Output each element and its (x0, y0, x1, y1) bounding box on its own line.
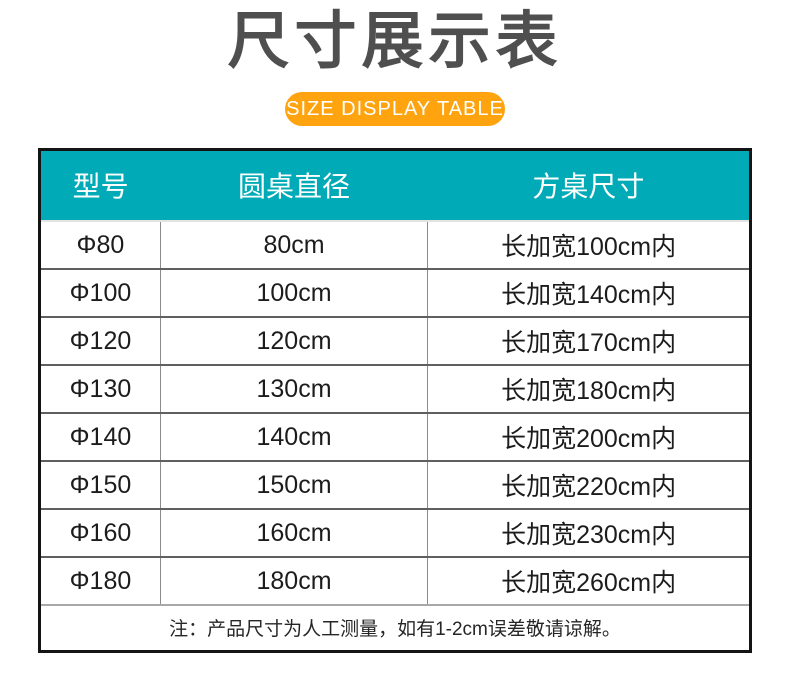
page-title: 尺寸展示表 (227, 7, 563, 76)
size-table-body: Φ80 80cm 长加宽100cm内 Φ100 100cm 长加宽140cm内 … (39, 220, 751, 652)
cell-square: 长加宽200cm内 (427, 412, 751, 462)
cell-model: Φ80 (39, 220, 161, 270)
note-row: 注：产品尺寸为人工测量，如有1-2cm误差敬请谅解。 (39, 604, 751, 652)
cell-square: 长加宽230cm内 (427, 508, 751, 558)
cell-square: 长加宽180cm内 (427, 364, 751, 414)
table-row: Φ80 80cm 长加宽100cm内 (39, 220, 751, 270)
cell-square: 长加宽170cm内 (427, 316, 751, 366)
cell-model: Φ100 (39, 268, 161, 318)
cell-diameter: 140cm (159, 412, 428, 462)
cell-model: Φ130 (39, 364, 161, 414)
table-row: Φ180 180cm 长加宽260cm内 (39, 556, 751, 606)
table-row: Φ120 120cm 长加宽170cm内 (39, 316, 751, 366)
table-row: Φ130 130cm 长加宽180cm内 (39, 364, 751, 414)
cell-model: Φ140 (39, 412, 161, 462)
cell-square: 长加宽220cm内 (427, 460, 751, 510)
subtitle-badge: SIZE DISPLAY TABLE (285, 91, 505, 126)
size-table-header: 型号 圆桌直径 方桌尺寸 (39, 149, 751, 223)
cell-square: 长加宽140cm内 (427, 268, 751, 318)
cell-diameter: 130cm (159, 364, 428, 414)
cell-square: 长加宽260cm内 (427, 556, 751, 606)
header-row: 型号 圆桌直径 方桌尺寸 (39, 149, 751, 223)
cell-diameter: 150cm (159, 460, 428, 510)
header-cell-square-size: 方桌尺寸 (427, 149, 751, 223)
header-cell-model: 型号 (39, 149, 161, 223)
table-row: Φ140 140cm 长加宽200cm内 (39, 412, 751, 462)
cell-square: 长加宽100cm内 (427, 220, 751, 270)
table-row: Φ150 150cm 长加宽220cm内 (39, 460, 751, 510)
cell-diameter: 120cm (159, 316, 428, 366)
cell-diameter: 180cm (159, 556, 428, 606)
cell-model: Φ150 (39, 460, 161, 510)
cell-diameter: 100cm (159, 268, 428, 318)
cell-model: Φ160 (39, 508, 161, 558)
cell-model: Φ180 (39, 556, 161, 606)
table-row: Φ160 160cm 长加宽230cm内 (39, 508, 751, 558)
cell-diameter: 80cm (159, 220, 428, 270)
header-cell-round-diameter: 圆桌直径 (160, 149, 428, 223)
cell-model: Φ120 (39, 316, 161, 366)
measurement-note: 注：产品尺寸为人工测量，如有1-2cm误差敬请谅解。 (39, 604, 751, 652)
size-table: 型号 圆桌直径 方桌尺寸 Φ80 80cm 长加宽100cm内 Φ100 100… (38, 147, 752, 653)
table-row: Φ100 100cm 长加宽140cm内 (39, 268, 751, 318)
cell-diameter: 160cm (159, 508, 428, 558)
